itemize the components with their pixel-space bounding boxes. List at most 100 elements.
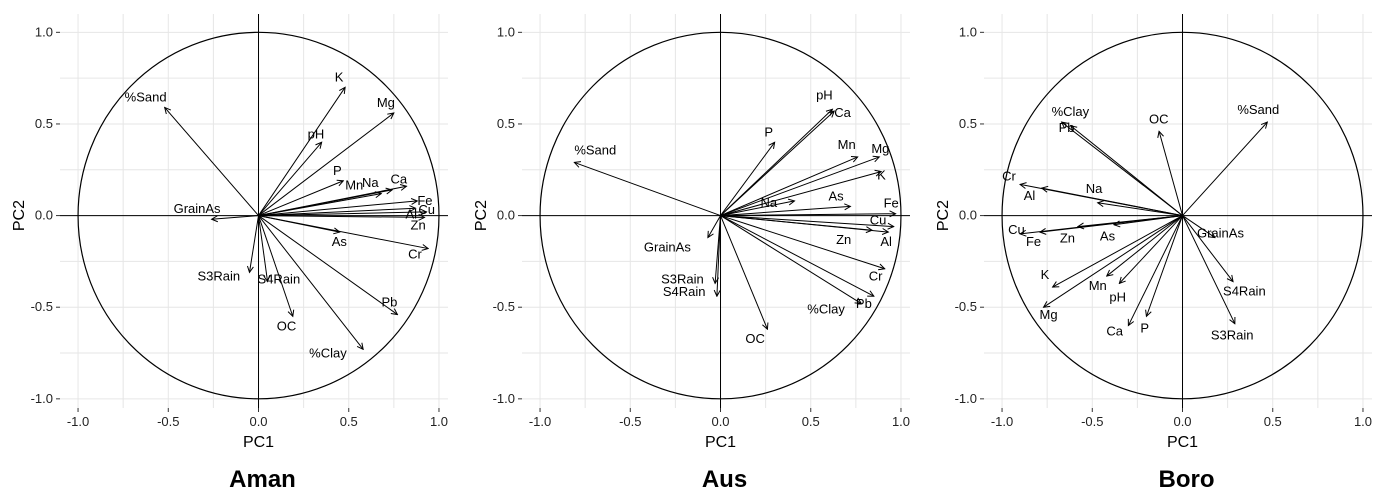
loading-label-ca: Ca	[1106, 324, 1123, 339]
x-tick-label: 0.5	[1264, 414, 1282, 429]
loading-label-p: P	[1140, 320, 1149, 335]
x-tick-label: 0.0	[1173, 414, 1191, 429]
loading-label-mn: Mn	[1089, 278, 1107, 293]
loading-label-p: P	[764, 124, 773, 139]
panel-title: Boro	[1159, 466, 1215, 493]
loading-arrow-pct-clay	[258, 215, 364, 350]
loading-arrow-na	[720, 201, 795, 217]
y-tick-label: 0.0	[959, 208, 977, 223]
loading-arrow-pct-sand	[574, 162, 721, 217]
loading-arrow-p	[1146, 215, 1183, 317]
biplot-panel-boro: -1.0 -0.5 0.0 0.5 1.0 -1.0 -0.5 0.0 0.5 1.0 PC1 PC2…	[935, 14, 1372, 493]
y-tick-label: 0.5	[35, 116, 53, 131]
grid-lines	[984, 14, 1372, 408]
biplot-panel-aus: -1.0 -0.5 0.0 0.5 1.0 -1.0 -0.5 0.0 0.5 1.0 PC1 PC2…	[473, 14, 910, 493]
loading-arrow-as	[258, 215, 340, 232]
loading-arrow-as	[1114, 215, 1183, 225]
loading-label-s3rain: S3Rain	[661, 271, 704, 286]
loading-label-ph: pH	[1109, 289, 1126, 304]
loading-label-ca: Ca	[390, 171, 407, 186]
y-tick-label: 1.0	[497, 24, 515, 39]
loading-label-grainas: GrainAs	[644, 240, 691, 255]
biplot-panel-aman: -1.0 -0.5 0.0 0.5 1.0 -1.0 -0.5 0.0 0.5 1.0 PC1 PC2…	[11, 14, 448, 493]
x-tick-label: 0.0	[711, 414, 729, 429]
x-tick-label: 1.0	[430, 414, 448, 429]
loading-label-cu: Cu	[418, 202, 435, 217]
loading-arrow-s3rain	[1182, 215, 1235, 324]
panel-title: Aus	[702, 466, 747, 493]
loading-label-ph: pH	[816, 87, 833, 102]
correlation-circle	[539, 31, 902, 400]
loading-arrow-as	[720, 206, 851, 217]
loading-label-fe: Fe	[1026, 234, 1041, 249]
loading-label-cu: Cu	[1008, 222, 1025, 237]
loading-label-mn: Mn	[345, 178, 363, 193]
loading-label-as: As	[332, 234, 348, 249]
x-tick-label: -0.5	[619, 414, 641, 429]
loading-label-pct-sand: %Sand	[574, 142, 616, 157]
loading-label-k: K	[1041, 267, 1050, 282]
loading-arrow-ph	[1119, 215, 1183, 284]
loading-label-oc: OC	[277, 318, 297, 333]
x-tick-label: 0.5	[802, 414, 820, 429]
loading-arrow-zn	[258, 216, 425, 218]
y-axis-title: PC2	[473, 200, 490, 231]
loading-label-k: K	[877, 168, 886, 183]
loading-arrow-mn	[720, 157, 858, 217]
loading-arrow-pct-clay	[720, 215, 862, 304]
y-axis-title: PC2	[11, 200, 28, 231]
loading-arrow-ca	[720, 111, 835, 216]
loading-label-grainas: GrainAs	[174, 201, 221, 216]
x-tick-label: -1.0	[991, 414, 1013, 429]
y-tick-label: -0.5	[955, 299, 977, 314]
loading-arrow-cu	[720, 215, 894, 227]
loading-label-na: Na	[761, 195, 778, 210]
loading-label-fe: Fe	[417, 193, 432, 208]
loading-arrow-k	[720, 172, 882, 217]
grid-lines	[522, 14, 910, 408]
loading-arrow-oc	[258, 215, 293, 317]
loading-arrow-mn	[1107, 215, 1183, 276]
loading-label-pct-clay: %Clay	[1052, 104, 1090, 119]
loading-arrow-grainas	[1182, 215, 1215, 238]
y-tick-label: -1.0	[31, 391, 53, 406]
loading-arrow-oc	[720, 215, 768, 330]
loading-arrow-p	[720, 142, 775, 216]
loading-label-pb: Pb	[1059, 120, 1075, 135]
loading-label-oc: OC	[1149, 111, 1169, 126]
y-tick-label: 0.0	[35, 208, 53, 223]
loading-arrow-cr	[720, 215, 885, 269]
loading-label-fe: Fe	[884, 196, 899, 211]
x-axis-title: PC1	[1167, 434, 1198, 451]
loading-arrow-ph	[258, 142, 322, 216]
y-tick-label: 0.5	[959, 116, 977, 131]
loading-arrow-grainas	[212, 215, 259, 220]
loading-label-cu: Cu	[870, 213, 887, 228]
loading-label-s3rain: S3Rain	[197, 268, 240, 283]
loading-label-al: Al	[1024, 188, 1036, 203]
x-tick-label: 1.0	[1354, 414, 1372, 429]
loading-label-na: Na	[1086, 181, 1103, 196]
loading-arrow-pct-sand	[165, 107, 259, 216]
loading-label-mg: Mg	[377, 95, 395, 110]
loading-arrow-fe	[720, 214, 896, 216]
loading-arrow-s4rain	[1182, 215, 1234, 282]
y-tick-label: -0.5	[493, 299, 515, 314]
loading-arrow-s3rain	[715, 215, 722, 284]
loading-arrow-pb	[258, 215, 398, 315]
x-tick-label: 0.0	[249, 414, 267, 429]
x-axis-title: PC1	[705, 434, 736, 451]
x-tick-label: -1.0	[529, 414, 551, 429]
loading-label-cr: Cr	[869, 269, 883, 284]
loading-label-pct-sand: %Sand	[1237, 102, 1279, 117]
loading-arrow-pct-sand	[1182, 122, 1268, 216]
loading-arrow-fe	[258, 201, 418, 217]
loading-label-k: K	[335, 69, 344, 84]
x-axis-title: PC1	[243, 434, 274, 451]
loading-arrow-ca	[258, 186, 407, 217]
loading-arrow-al	[1042, 188, 1183, 217]
loading-label-cr: Cr	[408, 247, 422, 262]
loading-arrow-oc	[1159, 131, 1183, 216]
loading-label-s4rain: S4Rain	[258, 272, 301, 287]
